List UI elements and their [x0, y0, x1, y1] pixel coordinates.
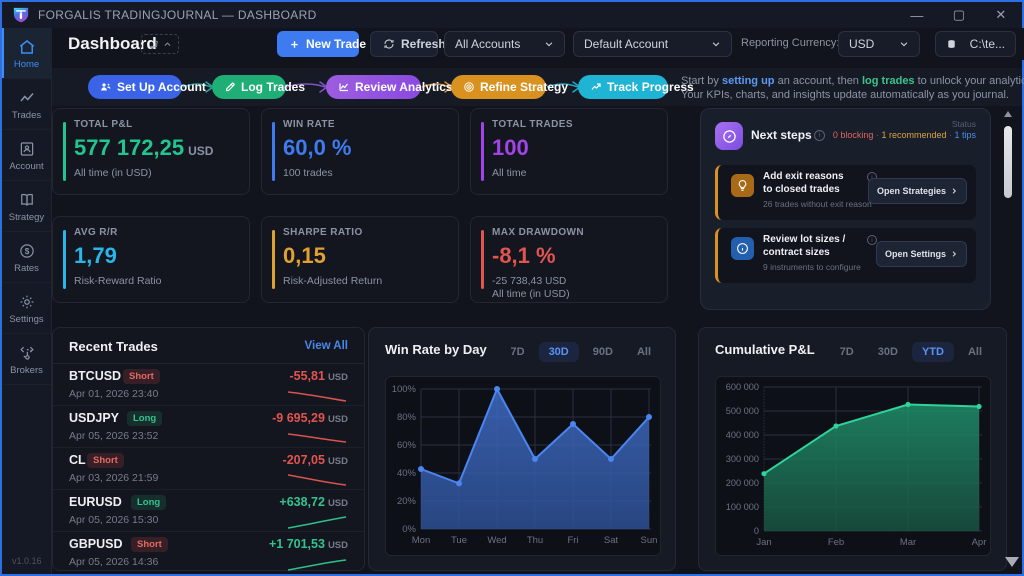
- svg-text:Jan: Jan: [756, 537, 771, 548]
- svg-text:0%: 0%: [402, 524, 416, 535]
- svg-text:80%: 80%: [397, 412, 417, 423]
- svg-text:0: 0: [754, 526, 759, 536]
- svg-text:500 000: 500 000: [726, 406, 759, 416]
- svg-text:Apr: Apr: [972, 537, 987, 548]
- svg-text:20%: 20%: [397, 496, 417, 507]
- svg-text:Wed: Wed: [487, 535, 506, 546]
- svg-text:Thu: Thu: [527, 535, 543, 546]
- svg-text:Sat: Sat: [604, 535, 619, 546]
- svg-text:Tue: Tue: [451, 535, 467, 546]
- svg-text:300 000: 300 000: [726, 454, 759, 464]
- svg-text:600 000: 600 000: [726, 382, 759, 392]
- svg-text:$: $: [24, 247, 29, 256]
- svg-text:60%: 60%: [397, 440, 417, 451]
- svg-text:100 000: 100 000: [726, 502, 759, 512]
- svg-text:Fri: Fri: [567, 535, 578, 546]
- svg-text:Sun: Sun: [641, 535, 658, 546]
- svg-text:Feb: Feb: [828, 537, 844, 548]
- svg-text:Mar: Mar: [900, 537, 916, 548]
- svg-text:100%: 100%: [392, 384, 417, 395]
- svg-text:Mon: Mon: [412, 535, 430, 546]
- svg-text:400 000: 400 000: [726, 430, 759, 440]
- svg-text:40%: 40%: [397, 468, 417, 479]
- svg-text:200 000: 200 000: [726, 478, 759, 488]
